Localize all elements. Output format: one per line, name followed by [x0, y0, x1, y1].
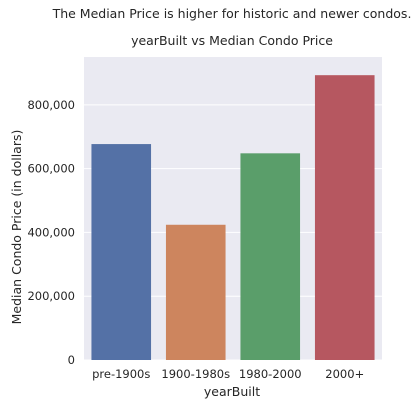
y-tick-label: 800,000: [27, 98, 75, 112]
bar-1900-1980s: [165, 224, 226, 360]
bar-2000+: [314, 75, 375, 361]
y-tick-label: 0: [68, 353, 75, 367]
chart-title: yearBuilt vs Median Condo Price: [131, 33, 333, 48]
bars: [91, 75, 375, 361]
x-tick-label: 1980-2000: [239, 367, 302, 381]
x-tick-labels: pre-1900s 1900-1980s 1980-2000 2000+: [92, 367, 364, 381]
chart-suptitle: The Median Price is higher for historic …: [52, 6, 412, 21]
y-tick-labels: 0 200,000 400,000 600,000 800,000: [27, 98, 75, 367]
y-axis-label: Median Condo Price (in dollars): [9, 130, 24, 325]
x-tick-label: pre-1900s: [92, 367, 150, 381]
bar-1980-2000: [240, 153, 301, 360]
y-tick-label: 200,000: [27, 289, 75, 303]
y-tick-label: 400,000: [27, 225, 75, 239]
x-tick-label: 2000+: [325, 367, 364, 381]
bar-pre-1900s: [91, 144, 152, 360]
y-tick-label: 600,000: [27, 162, 75, 176]
x-tick-label: 1900-1980s: [161, 367, 230, 381]
x-axis-label: yearBuilt: [204, 384, 260, 399]
